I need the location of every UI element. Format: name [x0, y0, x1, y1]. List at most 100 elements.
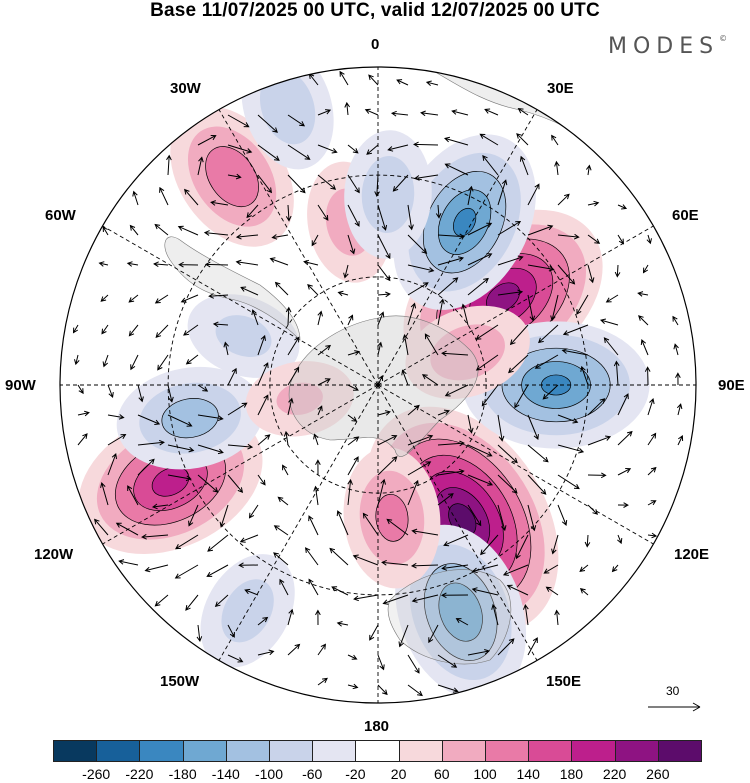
wind-arrow — [398, 624, 409, 648]
wind-arrow — [386, 518, 409, 536]
wind-arrow — [614, 264, 621, 278]
wind-arrow — [675, 372, 681, 386]
wind-arrow — [475, 324, 499, 340]
wind-arrow — [527, 474, 547, 495]
wind-arrow — [587, 472, 607, 479]
wind-arrow — [497, 638, 515, 656]
wind-arrow — [497, 474, 518, 494]
colorbar-tick-label: -140 — [211, 766, 240, 782]
wind-arrow — [467, 504, 482, 527]
wind-arrow — [677, 435, 684, 446]
wind-arrow — [287, 174, 306, 194]
wind-arrow — [269, 257, 289, 266]
wind-arrow — [425, 80, 439, 86]
anomaly-contour — [276, 382, 323, 415]
wind-arrow — [502, 564, 529, 576]
wind-arrow — [497, 255, 524, 266]
wind-arrow — [244, 588, 259, 596]
wind-arrow — [223, 341, 229, 356]
wind-arrow — [455, 618, 469, 626]
wind-arrow — [637, 291, 649, 297]
wind-arrow — [246, 204, 259, 219]
wind-arrow — [467, 222, 493, 236]
wind-arrow — [647, 466, 657, 476]
wind-arrow — [100, 481, 109, 506]
wind-arrow — [611, 564, 619, 573]
wind-arrow — [586, 164, 592, 176]
wind-arrow — [576, 294, 589, 315]
wind-arrow — [491, 603, 499, 626]
wind-arrow — [368, 74, 379, 86]
wind-arrow — [543, 564, 559, 574]
wind-arrow — [435, 204, 442, 219]
wind-arrow — [77, 433, 88, 446]
wind-arrow — [126, 261, 139, 267]
wind-arrow — [257, 334, 266, 356]
wind-arrow — [421, 374, 439, 386]
wind-arrow — [130, 354, 139, 371]
wind-arrow — [437, 468, 465, 476]
wind-arrow — [557, 264, 576, 285]
wind-arrow — [129, 224, 139, 236]
wind-arrow — [274, 281, 289, 296]
wind-arrow — [444, 163, 469, 176]
wind-arrow — [617, 468, 632, 476]
wind-arrow — [527, 444, 549, 463]
wind-arrow — [251, 309, 259, 326]
colorbar-tick-label: 140 — [516, 766, 540, 782]
wind-arrow — [413, 141, 439, 148]
wind-arrow — [77, 384, 84, 395]
wind-arrow — [599, 318, 619, 326]
wind-vectors — [72, 70, 684, 697]
wind-arrow — [273, 525, 289, 536]
colorbar-tick-label: 60 — [434, 766, 450, 782]
colorbar-tick-label: 20 — [390, 766, 407, 782]
wind-arrow — [137, 439, 165, 446]
wind-arrow — [377, 291, 391, 298]
wind-arrow — [347, 174, 360, 194]
wind-arrow — [557, 474, 580, 490]
colorbar-cell — [571, 740, 616, 762]
wind-arrow — [480, 534, 499, 556]
wind-arrow — [137, 458, 155, 476]
wind-arrow — [317, 405, 323, 416]
colorbar-cell — [528, 740, 573, 762]
wind-arrow — [377, 264, 391, 282]
wind-arrow — [208, 293, 229, 299]
wind-arrow — [407, 302, 417, 326]
wind-arrow — [101, 324, 109, 335]
meridian-line — [218, 384, 379, 661]
wind-arrow — [481, 384, 499, 407]
wind-arrow — [317, 174, 337, 190]
wind-arrow — [461, 303, 469, 326]
wind-arrow — [377, 234, 391, 260]
wind-arrow — [437, 654, 458, 668]
wind-arrow — [467, 277, 489, 296]
meridian-line — [102, 225, 379, 386]
anomaly-contour — [361, 155, 415, 233]
wind-arrow — [428, 624, 439, 644]
wind-arrow — [377, 456, 398, 476]
wind-arrow — [196, 624, 203, 643]
colorbar-tick-label: 220 — [602, 766, 627, 782]
wind-arrow — [159, 186, 169, 206]
wind-arrow — [613, 360, 620, 386]
wind-arrow — [407, 404, 420, 416]
wind-arrow — [647, 432, 657, 446]
wind-arrow — [497, 179, 508, 206]
wind-arrow — [407, 234, 428, 255]
wind-arrow — [642, 264, 649, 274]
wind-arrow — [107, 433, 127, 446]
wind-arrow — [515, 534, 529, 560]
wind-arrow — [617, 204, 628, 210]
wind-arrow — [240, 286, 259, 296]
wind-arrow — [407, 654, 420, 674]
wind-arrow — [441, 350, 469, 357]
wind-arrow — [497, 444, 518, 464]
anomaly-contour — [452, 207, 477, 237]
wind-arrow — [336, 621, 349, 627]
colorbar-tick-label: 100 — [473, 766, 497, 782]
wind-arrow — [227, 367, 237, 386]
wind-arrow — [437, 409, 450, 416]
wind-arrow — [343, 264, 349, 279]
